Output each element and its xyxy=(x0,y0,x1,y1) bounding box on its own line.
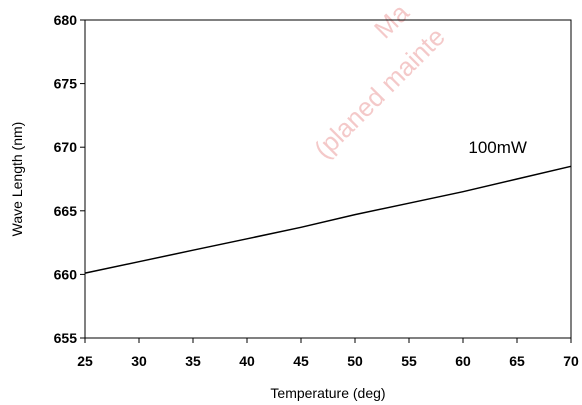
x-tick-label: 35 xyxy=(185,353,201,369)
y-axis: 655 660 665 670 675 680 xyxy=(54,12,85,346)
x-tick-label: 70 xyxy=(563,353,579,369)
x-tick-label: 30 xyxy=(131,353,147,369)
x-tick-label: 50 xyxy=(347,353,363,369)
y-tick-label: 670 xyxy=(54,139,78,155)
y-tick-label: 660 xyxy=(54,266,78,282)
x-axis-label: Temperature (deg) xyxy=(270,385,385,401)
y-tick-label: 675 xyxy=(54,76,78,92)
series-label: 100mW xyxy=(468,138,527,157)
x-tick-label: 45 xyxy=(293,353,309,369)
x-tick-label: 60 xyxy=(455,353,471,369)
x-axis: 25 30 35 40 45 50 55 60 65 70 xyxy=(77,338,579,369)
y-axis-label: Wave Length (nm) xyxy=(9,122,25,237)
watermark-line-2: (planed mainte xyxy=(308,21,451,164)
y-tick-label: 680 xyxy=(54,12,78,28)
watermark: Ma (planed mainte xyxy=(308,0,451,164)
series-group: 100mW xyxy=(84,138,572,274)
x-tick-label: 65 xyxy=(509,353,525,369)
x-tick-label: 55 xyxy=(401,353,417,369)
series-line xyxy=(84,165,572,274)
y-tick-label: 665 xyxy=(54,203,78,219)
plot-area xyxy=(84,19,572,339)
x-tick-label: 25 xyxy=(77,353,93,369)
watermark-line-1: Ma xyxy=(368,0,415,44)
y-tick-label: 655 xyxy=(54,330,78,346)
x-tick-label: 40 xyxy=(239,353,255,369)
